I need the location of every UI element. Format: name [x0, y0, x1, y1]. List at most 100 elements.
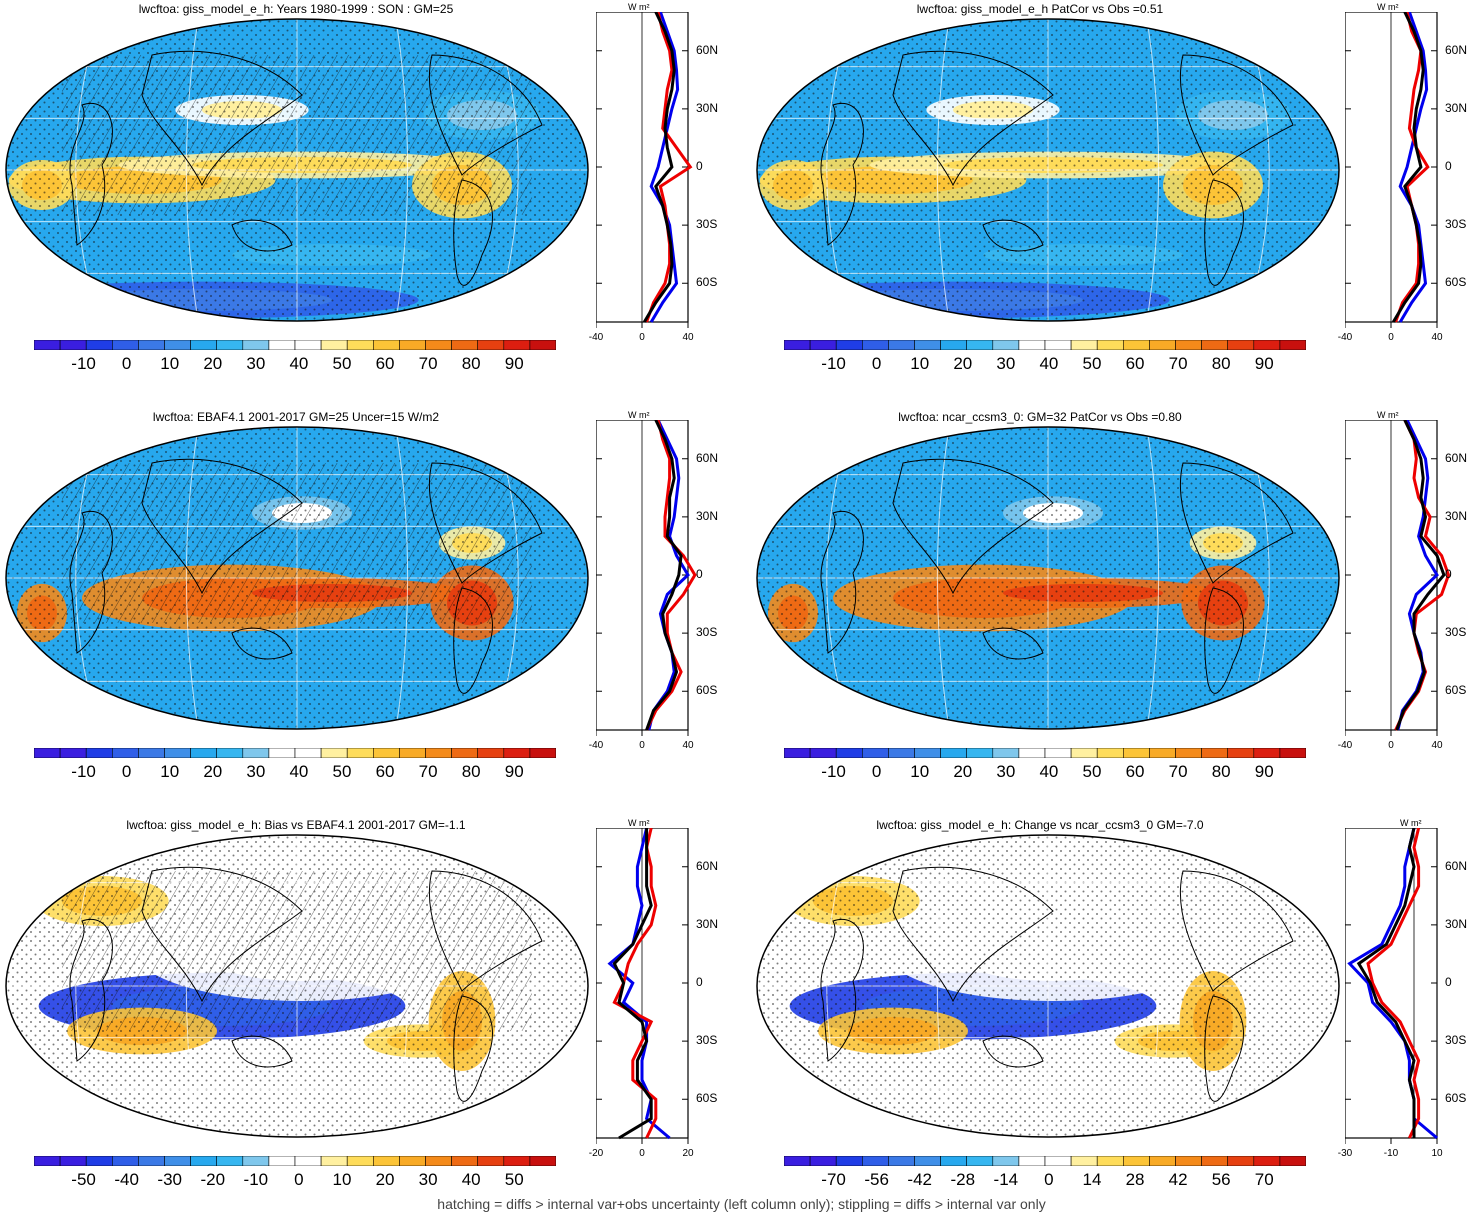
colorbar-box	[216, 748, 244, 758]
zonal-mean-profile	[1345, 420, 1451, 736]
colorbar-tick-label: 20	[375, 1170, 395, 1189]
colorbar-tick-label: 10	[910, 762, 930, 781]
profile-units: W m²	[1377, 2, 1399, 12]
colorbar-tick-label: 60	[375, 762, 395, 781]
colorbar-box	[992, 748, 1020, 758]
colorbar-box	[503, 748, 531, 758]
colorbar	[34, 1156, 556, 1166]
colorbar-box	[940, 1156, 968, 1166]
profile-x-tick-label: -40	[1337, 332, 1353, 343]
colorbar-tick-label: 30	[418, 1170, 438, 1189]
colorbar-box	[138, 748, 165, 758]
map-plot	[5, 18, 589, 322]
colorbar-tick-label: -10	[821, 354, 846, 373]
colorbar-box	[1122, 748, 1150, 758]
colorbar-box	[372, 340, 400, 350]
profile-x-tick-label: -10	[1383, 1148, 1399, 1159]
colorbar-box	[966, 340, 994, 350]
profile-x-tick-label: -40	[1337, 740, 1353, 751]
chart-panel-2: lwcftoa: giss_model_e_h PatCor vs Obs =0…	[748, 0, 1483, 400]
profile-x-tick-label: 20	[682, 1148, 694, 1159]
colorbar-box	[399, 340, 426, 350]
colorbar-box	[477, 340, 505, 350]
colorbar-box	[1070, 340, 1098, 350]
colorbar-box	[862, 748, 889, 758]
colorbar-box	[1044, 748, 1072, 758]
colorbar-box	[1201, 340, 1229, 350]
zonal-mean-profile	[596, 420, 697, 736]
model-zonal-line	[1398, 12, 1429, 323]
colorbar-tick-label: -10	[821, 762, 846, 781]
colorbar-box	[320, 748, 348, 758]
colorbar-tick-label: 70	[418, 762, 438, 781]
colorbar-tick-label: 50	[1082, 354, 1102, 373]
colorbar-box	[164, 340, 191, 350]
chart-panel-3: lwcftoa: EBAF4.1 2001-2017 GM=25 Uncer=1…	[0, 408, 735, 808]
latitude-tick-label: 30N	[1445, 916, 1468, 931]
colorbar-box	[1070, 748, 1098, 758]
map-plot	[5, 426, 589, 730]
colorbar-box	[1175, 340, 1202, 350]
colorbar-tick-label: 80	[1211, 762, 1231, 781]
colorbar-box	[320, 340, 348, 350]
colorbar-tick-label: -10	[71, 762, 96, 781]
latitude-tick-label: 60N	[696, 858, 719, 873]
colorbar-tick-label: 40	[289, 354, 309, 373]
colorbar-box	[425, 748, 452, 758]
profile-units: W m²	[1377, 410, 1399, 420]
colorbar-tick-label: 42	[1168, 1170, 1188, 1189]
colorbar-tick-label: -28	[950, 1170, 976, 1189]
colorbar-box	[346, 1156, 374, 1166]
colorbar-tick-label: 10	[160, 762, 180, 781]
colorbar-box	[862, 1156, 889, 1166]
colorbar-tick-label: 0	[294, 1170, 304, 1189]
colorbar-box	[1122, 1156, 1150, 1166]
latitude-tick-label: 60N	[1445, 42, 1468, 57]
profile-x-tick-label: 0	[639, 332, 645, 343]
colorbar-box	[1253, 340, 1281, 350]
colorbar-tick-label: 0	[871, 354, 882, 373]
colorbar-box	[1096, 748, 1124, 758]
colorbar-box	[914, 340, 941, 350]
colorbar-labels: -70 -56 -42 -28 -14 0 14 28 42 56 70	[784, 1170, 1306, 1194]
colorbar-box	[242, 340, 270, 350]
colorbar-tick-label: -10	[243, 1170, 269, 1189]
profile-units: W m²	[1400, 818, 1422, 828]
colorbar	[784, 340, 1306, 350]
latitude-tick-label: 30N	[1445, 508, 1468, 523]
mean-zonal-line	[643, 12, 676, 323]
colorbar	[784, 748, 1306, 758]
profile-x-tick-label: -30	[1337, 1148, 1353, 1159]
latitude-tick-label: 30N	[696, 508, 719, 523]
profile-x-tick-label: 10	[1431, 1148, 1443, 1159]
colorbar-box	[85, 340, 113, 350]
obs-zonal-line	[645, 420, 697, 731]
latitude-tick-label: 60N	[696, 42, 719, 57]
profile-units: W m²	[628, 2, 650, 12]
colorbar-box	[399, 748, 426, 758]
colorbar-tick-label: 60	[1125, 762, 1145, 781]
colorbar-box	[112, 340, 139, 350]
colorbar-box	[888, 340, 915, 350]
obs-zonal-line	[1394, 12, 1430, 323]
latitude-tick-label: 30N	[696, 100, 719, 115]
colorbar-box	[34, 1156, 61, 1166]
colorbar-labels: -10 0 10 20 30 40 50 60 70 80 90	[784, 354, 1306, 378]
colorbar-tick-label: 40	[1039, 762, 1059, 781]
latitude-tick-label: 30S	[696, 625, 718, 640]
model-zonal-line	[647, 420, 690, 731]
latitude-tick-label: 60S	[1445, 683, 1467, 698]
colorbar-tick-label: 50	[1082, 762, 1102, 781]
colorbar-tick-label: 50	[504, 1170, 524, 1189]
zonal-mean-profile	[596, 828, 689, 1144]
colorbar-box	[1070, 1156, 1098, 1166]
profile-x-tick-label: 40	[682, 332, 694, 343]
map-plot	[756, 18, 1340, 322]
colorbar-box	[503, 1156, 531, 1166]
colorbar-tick-label: 60	[375, 354, 395, 373]
colorbar-tick-label: 80	[1211, 354, 1231, 373]
colorbar-tick-label: 50	[332, 762, 352, 781]
figure-footnote: hatching = diffs > internal var+obs unce…	[437, 1196, 1046, 1212]
colorbar-box	[1227, 340, 1255, 350]
colorbar-box	[1279, 340, 1306, 350]
